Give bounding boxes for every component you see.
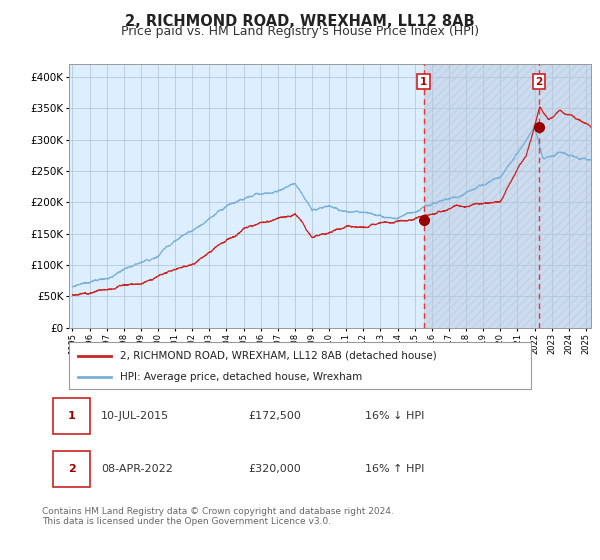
FancyBboxPatch shape — [69, 342, 531, 389]
Text: 08-APR-2022: 08-APR-2022 — [101, 464, 173, 474]
Text: 16% ↓ HPI: 16% ↓ HPI — [365, 410, 424, 421]
Text: 2, RICHMOND ROAD, WREXHAM, LL12 8AB: 2, RICHMOND ROAD, WREXHAM, LL12 8AB — [125, 14, 475, 29]
Text: 1: 1 — [420, 77, 427, 86]
Text: HPI: Average price, detached house, Wrexham: HPI: Average price, detached house, Wrex… — [120, 372, 362, 382]
Text: 2, RICHMOND ROAD, WREXHAM, LL12 8AB (detached house): 2, RICHMOND ROAD, WREXHAM, LL12 8AB (det… — [120, 351, 437, 361]
Text: 2: 2 — [536, 77, 543, 86]
Text: 16% ↑ HPI: 16% ↑ HPI — [365, 464, 424, 474]
Text: £320,000: £320,000 — [248, 464, 301, 474]
FancyBboxPatch shape — [53, 398, 90, 434]
FancyBboxPatch shape — [53, 451, 90, 487]
Text: £172,500: £172,500 — [248, 410, 302, 421]
Text: 2: 2 — [68, 464, 76, 474]
Bar — [424, 64, 591, 328]
Text: 1: 1 — [68, 410, 76, 421]
Text: Contains HM Land Registry data © Crown copyright and database right 2024.
This d: Contains HM Land Registry data © Crown c… — [42, 507, 394, 526]
Text: Price paid vs. HM Land Registry's House Price Index (HPI): Price paid vs. HM Land Registry's House … — [121, 25, 479, 38]
Bar — [424, 64, 591, 328]
Text: 10-JUL-2015: 10-JUL-2015 — [101, 410, 169, 421]
